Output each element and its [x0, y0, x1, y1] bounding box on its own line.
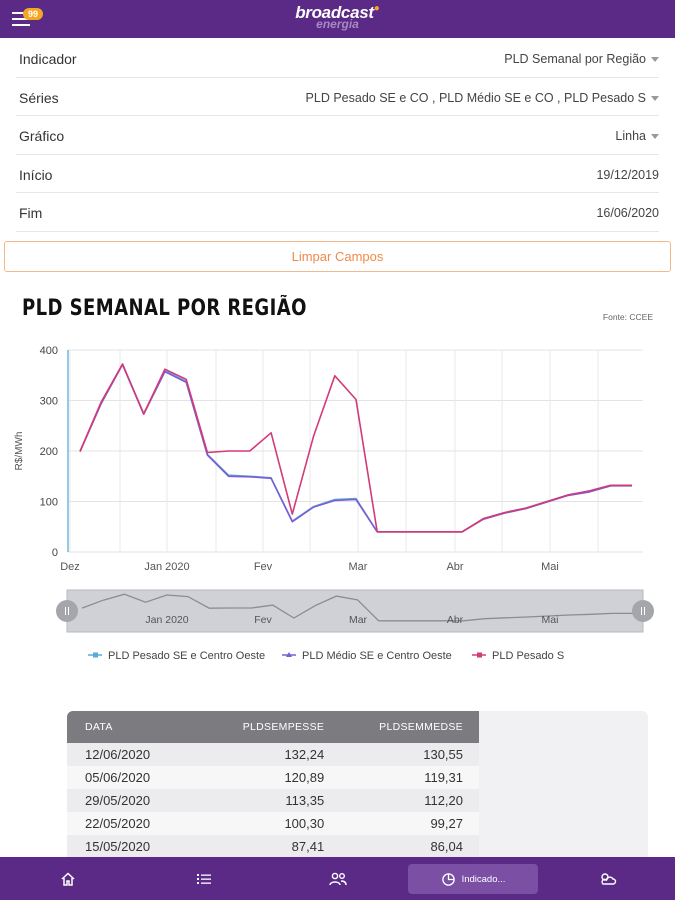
table-cell: 22/05/2020: [85, 816, 151, 831]
nav-indicators[interactable]: Indicado...: [408, 864, 538, 894]
series-line-3: [79, 363, 632, 533]
chevron-down-icon: [651, 95, 659, 101]
legend-item[interactable]: PLD Pesado SE e Centro Oeste: [88, 650, 265, 662]
nav-weather[interactable]: [580, 857, 636, 900]
table-cell: 12/06/2020: [85, 747, 151, 762]
chart-source: Fonte: CCEE: [602, 312, 653, 322]
table-row: 15/05/2020 87,41 86,04: [67, 835, 479, 857]
series-select[interactable]: Séries PLD Pesado SE e CO , PLD Médio SE…: [16, 78, 659, 117]
table-cell: 87,41: [291, 839, 325, 854]
navigator-label: Mai: [542, 614, 559, 626]
table-cell: 15/05/2020: [85, 839, 151, 854]
weather-icon: [601, 872, 617, 885]
menu-icon[interactable]: [12, 12, 30, 28]
nav-list[interactable]: [176, 857, 232, 900]
navigator-label: Fev: [254, 614, 272, 626]
legend-item[interactable]: PLD Médio SE e Centro Oeste: [282, 650, 452, 662]
column-header[interactable]: PLDSEMPESSE: [242, 721, 325, 733]
legend-label: PLD Pesado S: [492, 650, 564, 662]
list-icon: [197, 873, 211, 884]
navigator-label: Abr: [447, 614, 464, 626]
nav-home[interactable]: [40, 857, 96, 900]
x-tick-label: Dez: [60, 561, 80, 573]
table-cell: 119,31: [424, 770, 463, 785]
nav-active-label: Indicado...: [461, 873, 506, 885]
clear-fields-button[interactable]: Limpar Campos: [4, 241, 671, 272]
navigator-label: Mar: [349, 614, 368, 626]
table-row: 12/06/2020 132,24 130,55: [67, 743, 479, 766]
chart-title: PLD SEMANAL POR REGIÃO: [22, 296, 307, 321]
field-value: PLD Semanal por Região: [504, 52, 659, 66]
top-app-bar: 99 broadcast● energia: [0, 0, 675, 38]
logo-sub: energia: [316, 17, 359, 31]
pie-chart-icon: [441, 872, 455, 886]
table-cell: 132,24: [284, 747, 325, 762]
y-tick-label: 0: [52, 547, 58, 559]
logo: broadcast●: [295, 3, 380, 22]
x-tick-label: Mai: [541, 561, 559, 573]
indicator-select[interactable]: Indicador PLD Semanal por Região: [16, 39, 659, 78]
table-row: 29/05/2020 113,35 112,20: [67, 789, 479, 812]
field-label: Gráfico: [19, 128, 65, 145]
x-tick-label: Abr: [446, 561, 463, 573]
series-line-1: [79, 363, 632, 533]
navigator-handle-left[interactable]: [56, 600, 78, 622]
y-tick-label: 200: [40, 446, 58, 458]
table-cell: 29/05/2020: [85, 793, 151, 808]
y-axis-label: R$/MWh: [14, 432, 25, 471]
data-table: DATA PLDSEMPESSE PLDSEMMEDSE 12/06/2020 1…: [67, 711, 648, 857]
chevron-down-icon: [651, 57, 659, 63]
field-value: Linha: [615, 129, 659, 143]
table-cell: 112,20: [424, 793, 463, 808]
nav-people[interactable]: [310, 857, 366, 900]
chart-type-select[interactable]: Gráfico Linha: [16, 116, 659, 155]
legend-marker: [477, 652, 482, 658]
table-cell: 130,55: [423, 747, 463, 762]
legend-item[interactable]: PLD Pesado S: [472, 650, 564, 662]
table-row: 22/05/2020 100,30 99,27: [67, 812, 479, 835]
table-cell: 120,89: [284, 770, 325, 785]
series-line-2: [79, 363, 632, 533]
column-header[interactable]: PLDSEMMEDSE: [379, 721, 463, 733]
logo-main: broadcast: [295, 3, 374, 22]
y-tick-label: 400: [40, 345, 58, 357]
filter-form: Indicador PLD Semanal por Região Séries …: [0, 39, 675, 232]
bottom-nav-bar: Indicado...: [0, 857, 675, 900]
legend-label: PLD Médio SE e Centro Oeste: [302, 650, 452, 662]
table-cell: 100,30: [284, 816, 325, 831]
legend-marker: [93, 652, 98, 658]
field-label: Fim: [19, 205, 43, 222]
navigator-handle-right[interactable]: [632, 600, 654, 622]
line-chart[interactable]: 0 100 200 300 400 Dez Jan 2020 Fev Mar Abr Mai R$/M…: [0, 330, 675, 680]
x-tick-label: Fev: [254, 561, 273, 573]
legend-marker: [286, 652, 292, 657]
field-label: Início: [19, 166, 53, 183]
end-date-field[interactable]: Fim 16/06/2020: [16, 193, 659, 232]
x-tick-label: Mar: [349, 561, 368, 573]
table-cell: 86,04: [430, 839, 463, 854]
x-tick-label: Jan 2020: [144, 561, 189, 573]
table-cell: 05/06/2020: [85, 770, 151, 785]
field-value: 16/06/2020: [596, 206, 659, 221]
navigator-series: [81, 593, 633, 622]
y-tick-label: 300: [40, 396, 58, 408]
navigator-label: Jan 2020: [145, 614, 188, 626]
start-date-field[interactable]: Início 19/12/2019: [16, 155, 659, 194]
chevron-down-icon: [651, 134, 659, 140]
table-header-row: DATA PLDSEMPESSE PLDSEMMEDSE: [67, 711, 479, 743]
field-label: Indicador: [19, 51, 77, 67]
column-header[interactable]: DATA: [85, 721, 113, 733]
home-icon: [61, 871, 75, 886]
table-row: 05/06/2020 120,89 119,31: [67, 766, 479, 789]
people-icon: [329, 872, 347, 885]
legend-label: PLD Pesado SE e Centro Oeste: [108, 650, 265, 662]
notification-badge: 99: [23, 8, 44, 20]
y-tick-label: 100: [40, 497, 58, 509]
table-cell: 99,27: [430, 816, 463, 831]
field-value: 19/12/2019: [596, 167, 659, 182]
field-value: PLD Pesado SE e CO , PLD Médio SE e CO ,…: [306, 91, 659, 105]
field-label: Séries: [19, 89, 59, 106]
table-cell: 113,35: [285, 793, 325, 808]
